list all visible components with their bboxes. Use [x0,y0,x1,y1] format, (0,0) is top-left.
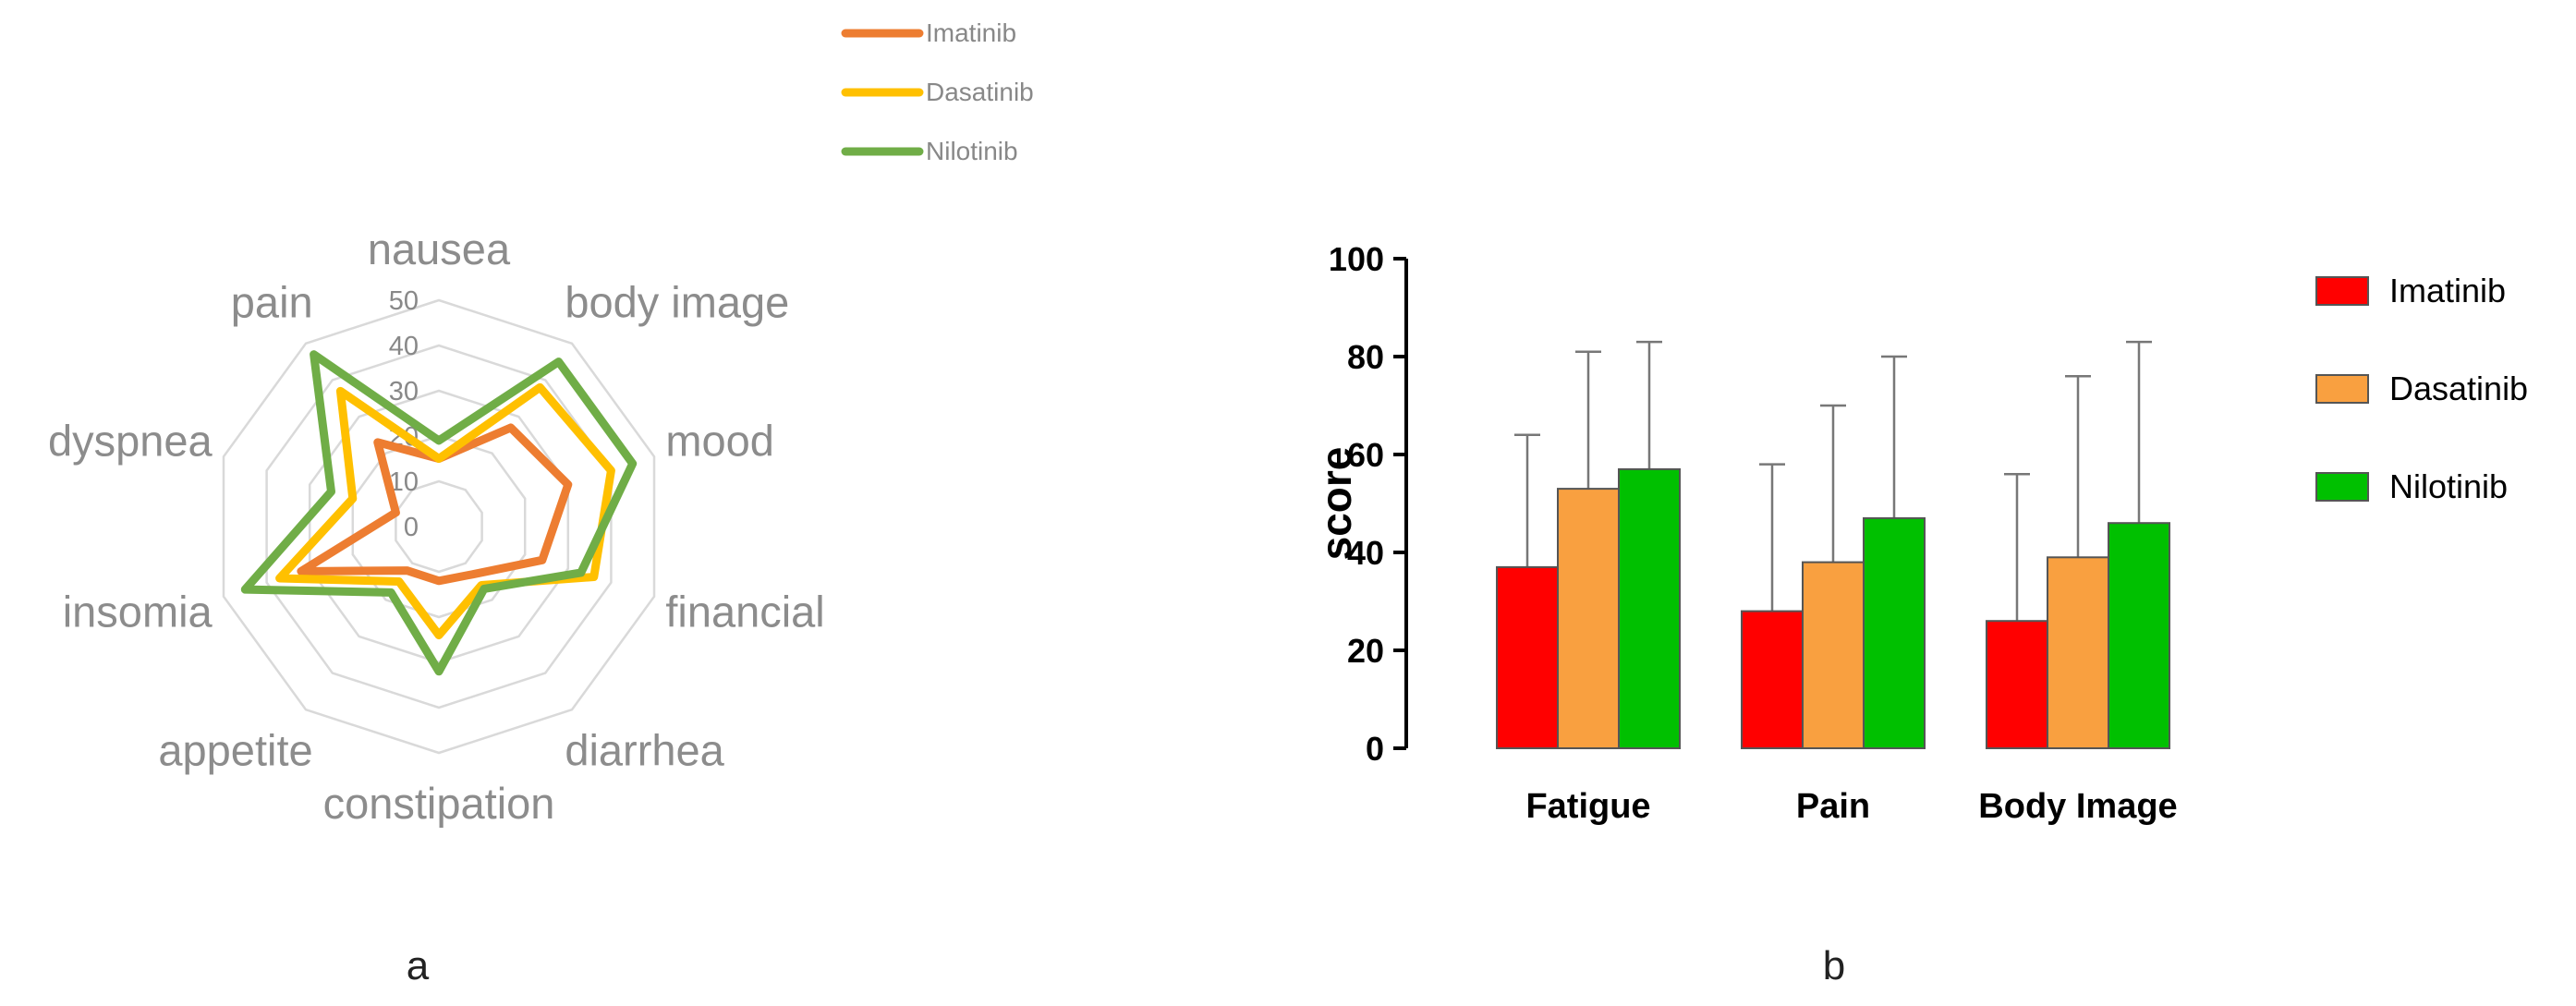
radar-axis-label: financial [665,588,824,636]
y-tick-label: 20 [1347,632,1384,670]
bar [1618,467,1681,749]
legend-swatch [2315,276,2369,306]
panel-b-label: b [1823,943,1845,988]
legend-label: Nilotinib [2389,467,2508,505]
radar-grid-ring [351,434,527,619]
legend-label: Nilotinib [926,137,1018,165]
radar-grid [222,298,656,755]
radar-series-line [240,350,638,676]
bar [1741,610,1804,749]
radar-series-line [275,382,615,640]
bar [1557,488,1620,749]
radar-legend: Imatinib Dasatinib Nilotinib [841,18,1034,165]
panel-a-label: a [407,943,430,988]
x-tick-label: Fatigue [1525,787,1650,826]
y-tick-label: 60 [1347,436,1384,474]
bar [2108,522,2170,750]
radar-axis-label: dyspnea [48,416,213,465]
bar [1863,516,1926,750]
legend-swatch [2315,374,2369,404]
legend-swatch [2315,472,2369,502]
legend-label: Dasatinib [2389,370,2528,407]
legend-label: Dasatinib [926,78,1034,106]
bar-chart-axes: 0 20 40 60 80 100 score [1312,240,1408,768]
radar-grid-ring [395,479,483,574]
radar-tick-label: 40 [389,332,419,361]
bar [2047,556,2109,749]
bar [1496,565,1559,750]
y-axis-label: score [1312,447,1360,561]
bar-chart-legend: Imatinib Dasatinib Nilotinib [2315,272,2528,505]
radar-axis-label: pain [231,277,313,326]
bar [1802,561,1865,749]
x-tick-label: Body Image [1978,787,2177,826]
radar-axis-labels: nausea body image mood financial diarrheacon… [48,224,825,828]
radar-series [240,350,638,676]
radar-series-line [297,423,573,586]
bar-chart-bars: Fatigue Pain Body Image [1496,340,2178,826]
y-tick-label: 80 [1347,338,1384,376]
x-tick-label: Pain [1796,787,1870,826]
radar-axis-label: diarrhea [565,726,724,775]
radar-axis-label: appetite [158,726,312,775]
radar-axis-label: nausea [368,224,511,273]
radar-grid-ring [222,298,656,755]
radar-axis-label: insomia [63,588,213,636]
bar [1986,620,2048,750]
y-tick-label: 0 [1366,730,1384,768]
radar-tick-label: 0 [404,513,419,542]
legend-label: Imatinib [926,18,1016,47]
legend-label: Imatinib [2389,272,2506,309]
radar-axis-label: body image [565,277,789,326]
radar-axis-label: mood [665,416,774,465]
radar-tick-label: 50 [389,286,419,316]
y-tick-label: 100 [1329,240,1384,278]
radar-axis-label: constipation [323,779,555,828]
y-tick-label: 40 [1347,534,1384,572]
radar-tick-label: 30 [389,377,419,406]
